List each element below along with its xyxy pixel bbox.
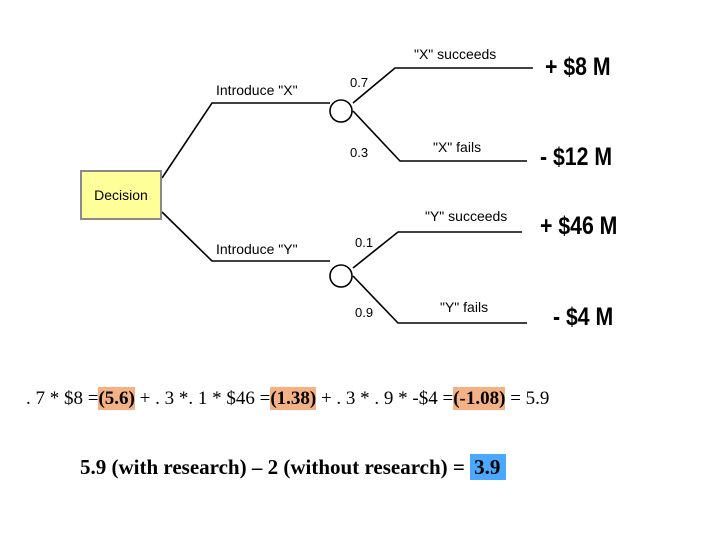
- probability-y-succeeds: 0.1: [355, 235, 374, 250]
- branch-label-introduce-y: Introduce "Y": [216, 241, 298, 257]
- outcome-label-x-succeeds: "X" succeeds: [414, 46, 497, 62]
- chance-node-y: [329, 264, 353, 288]
- decision-node: Decision: [80, 170, 162, 220]
- outcome-label-y-fails: "Y" fails: [440, 299, 489, 315]
- branch-line-introduce-x: [161, 102, 330, 179]
- decision-tree-diagram: [161, 67, 533, 324]
- highlighted-value-1: (5.6): [98, 387, 135, 410]
- payoff-y-succeeds: + $46 M: [540, 212, 618, 240]
- probability-y-fails: 0.9: [355, 305, 374, 320]
- branch-line-introduce-y: [161, 211, 330, 262]
- branch-label-introduce-x: Introduce "X": [216, 82, 298, 98]
- decision-label: Decision: [94, 187, 148, 203]
- formula-part-1: . 7 * $8 =: [26, 388, 99, 409]
- formula-part-4: = 5.9: [505, 388, 550, 409]
- outcome-line-x-succeeds: [352, 67, 533, 104]
- research-value-summary: 5.9 (with research) – 2 (without researc…: [80, 454, 507, 480]
- expected-value-formula: . 7 * $8 =(5.6) + . 3 *. 1 * $46 =(1.38)…: [26, 387, 696, 410]
- probability-x-fails: 0.3: [350, 145, 369, 160]
- formula-part-3: + . 3 * . 9 * -$4 =: [316, 388, 454, 409]
- outcome-label-x-fails: "X" fails: [433, 139, 482, 155]
- outcome-line-y-fails: [352, 275, 527, 324]
- chance-node-x: [329, 99, 353, 123]
- payoff-x-fails: - $12 M: [540, 143, 613, 171]
- highlighted-value-2: (1.38): [270, 387, 317, 410]
- outcome-line-x-fails: [352, 110, 527, 162]
- formula-part-2: + . 3 *. 1 * $46 =: [134, 388, 271, 409]
- outcome-line-y-succeeds: [352, 231, 522, 269]
- outcome-label-y-succeeds: "Y" succeeds: [425, 208, 508, 224]
- summary-text: 5.9 (with research) – 2 (without researc…: [80, 455, 471, 479]
- payoff-x-succeeds: + $8 M: [545, 53, 611, 81]
- payoff-y-fails: - $4 M: [553, 303, 614, 331]
- result-value-box: 3.9: [470, 454, 507, 480]
- probability-x-succeeds: 0.7: [350, 75, 369, 90]
- highlighted-value-3: (-1.08): [453, 387, 506, 410]
